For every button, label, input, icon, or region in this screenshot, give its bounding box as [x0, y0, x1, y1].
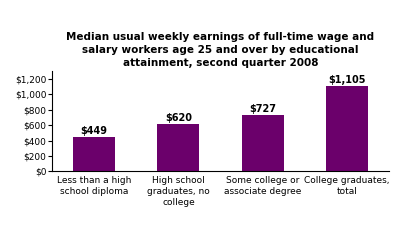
- Bar: [157, 124, 199, 171]
- Text: $1,105: $1,105: [328, 75, 366, 85]
- Bar: [241, 115, 284, 171]
- Bar: [73, 137, 115, 171]
- Text: $620: $620: [165, 113, 192, 123]
- Text: $727: $727: [249, 104, 276, 114]
- Text: $449: $449: [81, 126, 108, 136]
- Bar: [326, 86, 368, 171]
- Title: Median usual weekly earnings of full-time wage and
salary workers age 25 and ove: Median usual weekly earnings of full-tim…: [67, 32, 375, 68]
